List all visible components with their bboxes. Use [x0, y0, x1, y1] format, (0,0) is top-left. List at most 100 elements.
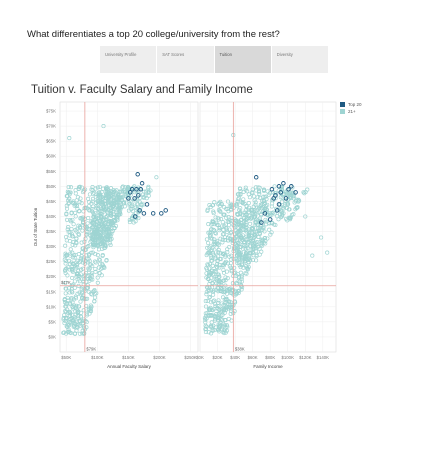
data-point-rest [267, 227, 272, 232]
data-point-rest [87, 208, 92, 213]
data-point-rest [218, 289, 223, 294]
data-point-rest [219, 283, 224, 288]
data-point-rest [73, 294, 78, 299]
legend-item-top20[interactable]: Top 20 [340, 101, 362, 108]
data-point-rest [254, 258, 259, 263]
data-point-rest [205, 298, 210, 304]
tab-university-profile[interactable]: University Profile [100, 46, 157, 73]
data-point-rest [220, 220, 225, 225]
data-point-rest [226, 215, 231, 220]
data-point-rest [76, 186, 81, 191]
data-point-rest [65, 301, 70, 306]
data-point-rest [70, 300, 75, 305]
data-point-rest [120, 184, 125, 189]
data-point-rest [85, 283, 90, 288]
data-point-rest [91, 204, 96, 209]
data-point-rest [291, 196, 296, 201]
data-point-top20 [139, 181, 145, 186]
data-point-rest [205, 208, 210, 213]
data-point-rest [73, 296, 79, 301]
data-point-rest [247, 251, 252, 256]
data-point-rest [79, 267, 84, 272]
data-point-rest [247, 233, 252, 238]
data-point-rest [265, 202, 270, 207]
tab-diversity[interactable]: Diversity [270, 46, 328, 73]
data-point-rest [87, 278, 92, 283]
data-point-rest [252, 198, 257, 203]
data-point-rest [103, 195, 108, 201]
data-point-rest [215, 241, 220, 246]
data-point-rest [223, 275, 228, 280]
data-point-rest [68, 247, 73, 252]
data-point-rest [210, 313, 215, 319]
data-point-rest [203, 299, 208, 304]
data-point-rest [256, 207, 261, 212]
data-point-rest [249, 208, 254, 213]
legend-item-rest[interactable]: 21+ [340, 108, 362, 115]
data-point-rest [216, 326, 221, 331]
data-point-rest [244, 252, 249, 258]
data-point-rest [252, 246, 257, 251]
data-point-rest [222, 328, 228, 333]
data-point-rest [98, 215, 104, 220]
data-point-rest [85, 221, 90, 226]
data-point-rest [302, 191, 307, 196]
x-tick-label: $80K [265, 355, 275, 360]
data-point-rest [70, 242, 75, 247]
data-point-rest [76, 231, 81, 236]
data-point-rest [67, 136, 72, 141]
data-point-rest [269, 204, 274, 209]
data-point-rest [239, 284, 244, 289]
data-point-rest [257, 216, 262, 221]
data-point-rest [90, 207, 95, 212]
data-point-rest [234, 257, 239, 262]
data-point-rest [216, 242, 221, 247]
data-point-rest [236, 192, 241, 197]
data-point-rest [291, 191, 296, 196]
data-point-rest [81, 324, 87, 329]
data-point-rest [209, 255, 214, 261]
data-point-rest [114, 213, 120, 218]
data-point-rest [204, 253, 209, 258]
data-point-rest [220, 251, 225, 256]
data-point-rest [216, 300, 221, 305]
data-point-rest [209, 324, 214, 329]
data-point-rest [223, 222, 228, 227]
data-point-rest [222, 205, 227, 210]
data-point-rest [289, 196, 294, 201]
data-point-rest [72, 253, 77, 258]
data-point-rest [91, 212, 96, 217]
data-point-top20 [276, 184, 282, 189]
data-point-rest [117, 200, 122, 205]
data-point-rest [88, 291, 93, 296]
data-point-rest [93, 229, 98, 234]
data-point-rest [70, 318, 75, 323]
data-point-rest [66, 258, 72, 263]
data-point-rest [222, 318, 228, 323]
data-point-rest [81, 279, 86, 284]
data-point-rest [220, 306, 225, 311]
y-tick-label: $70K [46, 124, 56, 129]
data-point-top20 [137, 208, 142, 213]
data-point-rest [204, 292, 209, 297]
data-point-rest [290, 185, 295, 190]
data-point-rest [220, 232, 225, 237]
tab-sat-scores[interactable]: SAT Scores [156, 46, 214, 73]
data-point-rest [225, 219, 230, 224]
data-point-rest [78, 216, 83, 221]
data-point-rest [245, 189, 250, 194]
data-point-rest [148, 188, 153, 193]
data-point-rest [105, 201, 111, 206]
data-point-rest [216, 298, 221, 303]
data-point-rest [75, 325, 80, 330]
data-point-rest [234, 203, 239, 208]
data-point-rest [261, 188, 267, 193]
data-point-rest [235, 271, 240, 277]
data-point-rest [64, 266, 69, 271]
data-point-rest [242, 239, 247, 244]
data-point-rest [72, 331, 78, 336]
data-point-rest [204, 271, 209, 276]
tab-tuition[interactable]: Tuition [213, 46, 271, 73]
data-point-rest [66, 329, 71, 334]
data-point-rest [79, 291, 85, 296]
